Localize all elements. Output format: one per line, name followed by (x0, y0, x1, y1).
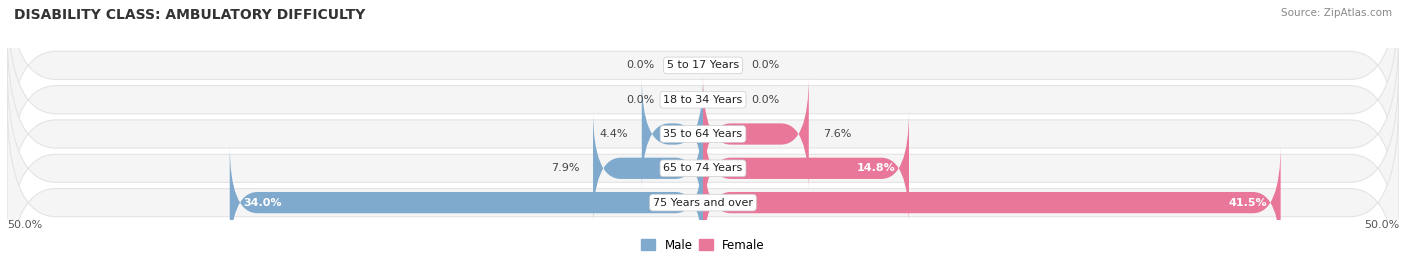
FancyBboxPatch shape (703, 110, 910, 226)
Text: 0.0%: 0.0% (626, 95, 654, 105)
Text: 0.0%: 0.0% (752, 95, 780, 105)
FancyBboxPatch shape (7, 28, 1399, 240)
Text: 50.0%: 50.0% (7, 220, 42, 230)
Text: Source: ZipAtlas.com: Source: ZipAtlas.com (1281, 8, 1392, 18)
Text: 75 Years and over: 75 Years and over (652, 198, 754, 208)
Text: 0.0%: 0.0% (626, 60, 654, 70)
Text: 34.0%: 34.0% (243, 198, 283, 208)
Text: 41.5%: 41.5% (1227, 198, 1267, 208)
Text: 7.9%: 7.9% (551, 163, 579, 173)
FancyBboxPatch shape (7, 62, 1399, 268)
Text: 5 to 17 Years: 5 to 17 Years (666, 60, 740, 70)
Text: 0.0%: 0.0% (752, 60, 780, 70)
Text: DISABILITY CLASS: AMBULATORY DIFFICULTY: DISABILITY CLASS: AMBULATORY DIFFICULTY (14, 8, 366, 22)
FancyBboxPatch shape (229, 145, 703, 260)
Legend: Male, Female: Male, Female (641, 239, 765, 252)
FancyBboxPatch shape (641, 76, 703, 192)
Text: 18 to 34 Years: 18 to 34 Years (664, 95, 742, 105)
FancyBboxPatch shape (593, 110, 703, 226)
Text: 4.4%: 4.4% (599, 129, 628, 139)
Text: 65 to 74 Years: 65 to 74 Years (664, 163, 742, 173)
FancyBboxPatch shape (7, 0, 1399, 206)
FancyBboxPatch shape (703, 145, 1281, 260)
FancyBboxPatch shape (703, 76, 808, 192)
Text: 50.0%: 50.0% (1364, 220, 1399, 230)
FancyBboxPatch shape (7, 96, 1399, 268)
Text: 14.8%: 14.8% (856, 163, 896, 173)
Text: 7.6%: 7.6% (823, 129, 851, 139)
FancyBboxPatch shape (7, 0, 1399, 172)
Text: 35 to 64 Years: 35 to 64 Years (664, 129, 742, 139)
